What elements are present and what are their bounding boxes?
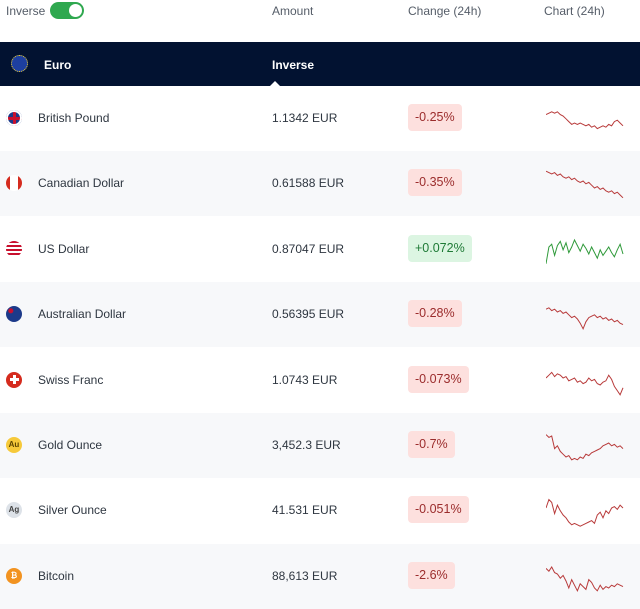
sparkline-line bbox=[546, 434, 624, 461]
sparkline-line bbox=[546, 565, 624, 592]
ag-badge-icon: Ag bbox=[6, 502, 22, 519]
sparkline-chart bbox=[546, 171, 624, 199]
base-mode-label: Inverse bbox=[272, 58, 315, 72]
chart-column-header: Chart (24h) bbox=[544, 4, 605, 18]
table-header: Inverse Amount Change (24h) Chart (24h) bbox=[0, 0, 640, 42]
sparkline-chart bbox=[546, 238, 624, 264]
ch-flag-icon bbox=[6, 371, 22, 388]
currency-name[interactable]: Gold Ounce bbox=[38, 438, 103, 452]
sparkline-line bbox=[546, 238, 624, 264]
sparkline-chart bbox=[546, 111, 624, 130]
currency-amount: 0.87047 EUR bbox=[272, 241, 345, 256]
inverse-label: Inverse bbox=[6, 4, 46, 18]
currency-row[interactable]: Ag Silver Ounce 41.531 EUR -0.051% bbox=[0, 478, 640, 543]
change-column-header[interactable]: Change (24h) bbox=[408, 4, 482, 18]
change-badge: -0.073% bbox=[408, 365, 469, 393]
currency-amount: 1.1342 EUR bbox=[272, 111, 338, 125]
sparkline-line bbox=[546, 171, 624, 199]
au-badge-icon: Au bbox=[6, 437, 22, 453]
sparkline-line bbox=[546, 111, 624, 130]
eu-flag-icon bbox=[11, 55, 28, 72]
caret-icon bbox=[270, 81, 280, 86]
change-badge: -0.35% bbox=[408, 169, 462, 197]
sparkline-line bbox=[546, 371, 624, 396]
change-badge: -0.25% bbox=[408, 104, 462, 131]
currency-row[interactable]: British Pound 1.1342 EUR -0.25% bbox=[0, 86, 640, 151]
sparkline-chart bbox=[546, 307, 624, 331]
sparkline-line bbox=[546, 307, 624, 331]
currency-amount: 0.56395 EUR bbox=[272, 307, 345, 322]
currency-name[interactable]: Bitcoin bbox=[38, 568, 75, 583]
currency-amount: 88,613 EUR bbox=[272, 568, 338, 583]
base-currency-row: Euro Inverse bbox=[0, 42, 640, 86]
change-badge: -0.28% bbox=[408, 300, 462, 328]
change-badge: -2.6% bbox=[408, 561, 455, 589]
currency-name[interactable]: Australian Dollar bbox=[38, 307, 127, 322]
currency-amount: 41.531 EUR bbox=[272, 503, 338, 518]
currency-row[interactable]: US Dollar 0.87047 EUR +0.072% bbox=[0, 217, 640, 282]
change-badge: -0.7% bbox=[408, 431, 455, 458]
currency-row[interactable]: Canadian Dollar 0.61588 EUR -0.35% bbox=[0, 151, 640, 217]
currency-amount: 3,452.3 EUR bbox=[272, 438, 341, 452]
currency-name[interactable]: US Dollar bbox=[38, 241, 90, 256]
sparkline-chart bbox=[546, 499, 624, 528]
change-badge: -0.051% bbox=[408, 496, 469, 524]
currency-name[interactable]: British Pound bbox=[38, 111, 110, 125]
sparkline-line bbox=[546, 499, 624, 528]
currency-row[interactable]: Swiss Franc 1.0743 EUR -0.073% bbox=[0, 348, 640, 413]
currency-amount: 1.0743 EUR bbox=[272, 372, 338, 387]
base-currency-name: Euro bbox=[44, 58, 72, 72]
currency-name[interactable]: Canadian Dollar bbox=[38, 176, 125, 191]
gb-flag-icon bbox=[6, 110, 22, 126]
currency-row[interactable]: ₿ Bitcoin 88,613 EUR -2.6% bbox=[0, 543, 640, 609]
currency-amount: 0.61588 EUR bbox=[272, 176, 345, 191]
ca-flag-icon bbox=[6, 175, 22, 192]
currency-row[interactable]: Au Gold Ounce 3,452.3 EUR -0.7% bbox=[0, 413, 640, 478]
currency-name[interactable]: Silver Ounce bbox=[38, 503, 107, 518]
sparkline-chart bbox=[546, 565, 624, 592]
btc-badge-icon: ₿ bbox=[6, 567, 22, 584]
au-flag-icon bbox=[6, 306, 22, 323]
currency-row[interactable]: Australian Dollar 0.56395 EUR -0.28% bbox=[0, 282, 640, 348]
sparkline-chart bbox=[546, 434, 624, 461]
change-badge: +0.072% bbox=[408, 234, 472, 262]
us-flag-icon bbox=[6, 240, 22, 257]
inverse-toggle[interactable] bbox=[50, 2, 84, 19]
sparkline-chart bbox=[546, 371, 624, 396]
amount-column-header[interactable]: Amount bbox=[272, 4, 314, 18]
currency-name[interactable]: Swiss Franc bbox=[38, 372, 104, 387]
